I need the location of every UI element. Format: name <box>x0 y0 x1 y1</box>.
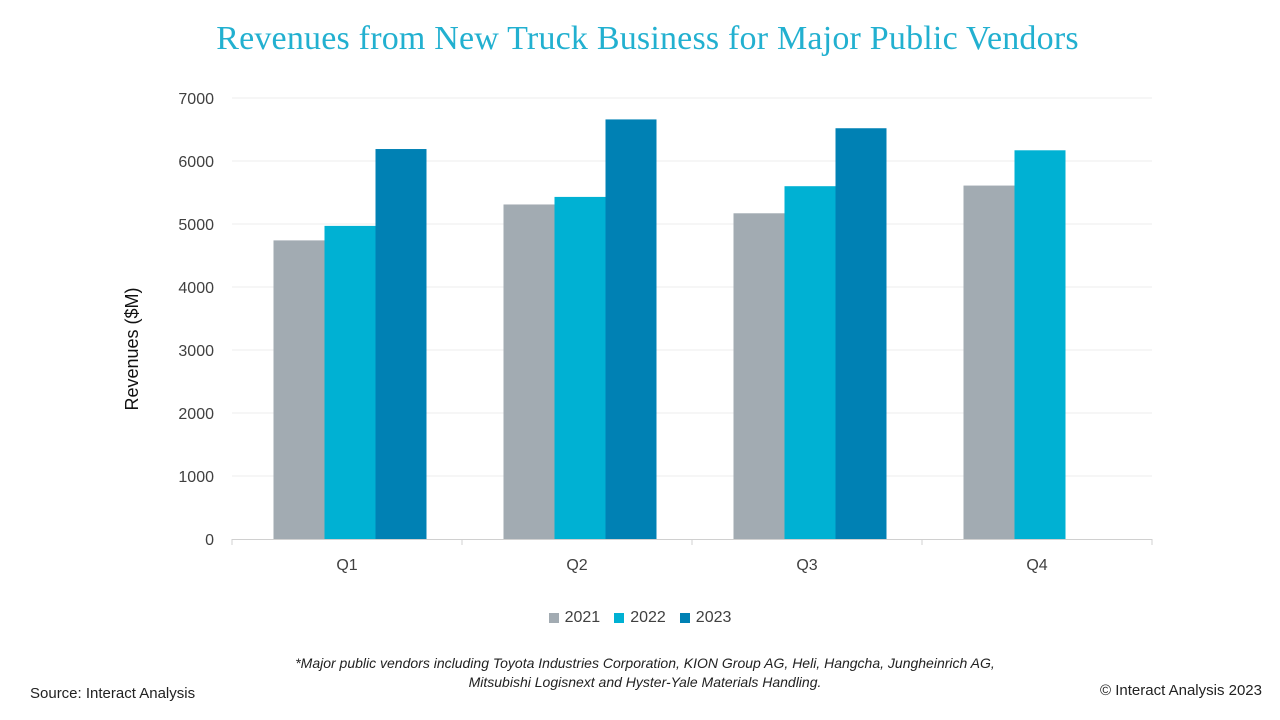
legend-swatch-2021 <box>548 613 559 623</box>
y-tick-label: 4000 <box>178 280 214 297</box>
bar-2023-q2 <box>605 119 657 540</box>
y-tick-label: 5000 <box>178 217 214 234</box>
source-note: Source: Interact Analysis <box>30 685 196 702</box>
chart-title: Revenues from New Truck Business for Maj… <box>216 20 1079 57</box>
copyright-note: © Interact Analysis 2023 <box>1100 682 1262 699</box>
footnote-line-1: *Major public vendors including Toyota I… <box>295 655 995 671</box>
legend-item-2022: 2022 <box>614 609 666 627</box>
x-tick-label: Q4 <box>1026 557 1047 574</box>
bar-2023-q3 <box>835 128 887 540</box>
legend-item-2023: 2023 <box>679 609 732 627</box>
bar-2021-q1 <box>273 240 325 539</box>
y-tick-label: 0 <box>205 532 214 549</box>
bar-2022-q2 <box>554 196 606 539</box>
y-tick-label: 6000 <box>178 154 214 171</box>
y-tick-label: 7000 <box>178 91 214 108</box>
y-tick-label: 3000 <box>178 343 214 360</box>
x-tick-label: Q1 <box>336 557 357 574</box>
legend-label-2023: 2023 <box>695 609 732 626</box>
legend-item-2021: 2021 <box>548 609 601 627</box>
legend-label-2022: 2022 <box>630 609 666 626</box>
y-tick-label: 2000 <box>178 406 214 423</box>
footnote: *Major public vendors including Toyota I… <box>0 654 1280 692</box>
legend-swatch-2023 <box>679 613 690 623</box>
x-tick-label: Q2 <box>566 557 587 574</box>
y-tick-label: 1000 <box>178 469 214 486</box>
bar-2021-q3 <box>733 213 785 540</box>
y-axis-label: Revenues ($M) <box>122 287 142 410</box>
footnote-line-2: Mitsubishi Logisnext and Hyster-Yale Mat… <box>468 674 822 690</box>
bar-2021-q2 <box>503 204 555 539</box>
bar-2021-q4 <box>963 185 1015 539</box>
bar-2022-q1 <box>324 225 376 539</box>
legend-swatch-2022 <box>614 613 625 623</box>
bar-2022-q4 <box>1014 150 1066 540</box>
x-tick-label: Q3 <box>796 557 817 574</box>
legend-label-2021: 2021 <box>564 609 601 626</box>
bar-2023-q1 <box>375 149 427 539</box>
chart-legend: 2021 2022 2023 <box>0 609 1280 627</box>
bar-2022-q3 <box>784 186 836 539</box>
